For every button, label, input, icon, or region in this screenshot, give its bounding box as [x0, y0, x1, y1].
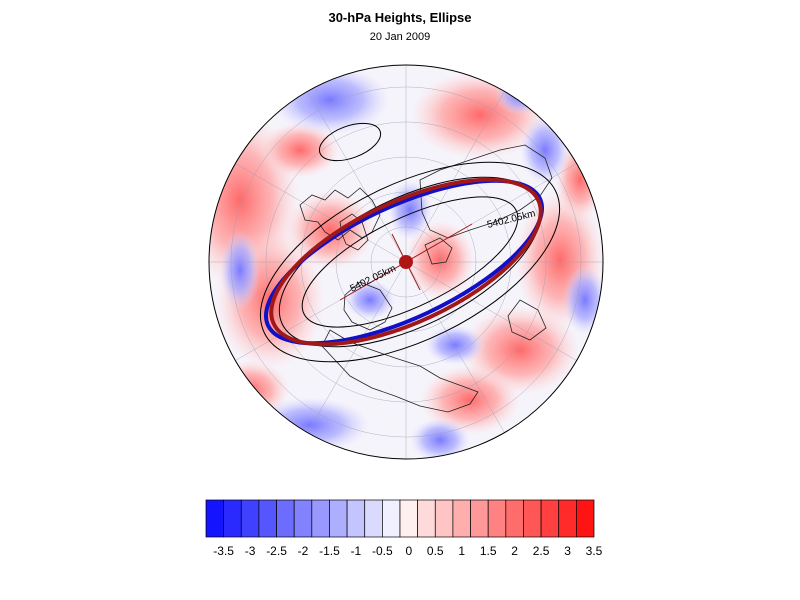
- positive-anomaly-region: [405, 220, 475, 300]
- colorbar-swatch: [205, 499, 224, 538]
- colorbar-swatch: [382, 499, 401, 538]
- observed-vortex-contour: [264, 178, 544, 346]
- colorbar-swatch: [452, 499, 471, 538]
- colorbar-tick-label: -0.5: [372, 544, 393, 558]
- contour-outer: [259, 161, 561, 363]
- map-date: 20 Jan 2009: [369, 31, 431, 43]
- positive-anomaly-region: [285, 190, 375, 270]
- colorbar-tick-label: 3.5: [586, 544, 603, 558]
- coast-europe: [299, 187, 381, 241]
- fitted-ellipse: [269, 177, 543, 347]
- colorbar-swatch: [293, 499, 313, 538]
- contour-small-north: [318, 122, 382, 162]
- colorbar-tick-label: 3: [564, 544, 571, 558]
- colorbar-swatch: [258, 499, 277, 538]
- colorbar-swatch: [434, 499, 454, 538]
- colorbar-swatch: [540, 499, 560, 538]
- colorbar-swatch: [558, 499, 577, 538]
- globe-outline: [208, 64, 604, 460]
- colorbar-swatch: [329, 499, 348, 538]
- coast-north-america: [321, 329, 479, 413]
- colorbar-tick-label: -1: [351, 544, 362, 558]
- colorbar-swatch: [364, 499, 383, 538]
- vortex-center-marker: [399, 255, 413, 269]
- colorbar-swatch: [417, 499, 436, 538]
- colorbar-tick-label: 2: [511, 544, 518, 558]
- colorbar-tick-label: 0.5: [427, 544, 444, 558]
- positive-anomaly-region: [420, 365, 520, 435]
- colorbar-swatch: [470, 499, 489, 538]
- colorbar-swatch: [487, 499, 507, 538]
- positive-anomaly-region: [260, 122, 340, 178]
- colorbar-swatch: [311, 499, 330, 538]
- negative-anomaly-region: [425, 325, 485, 365]
- coast-scandinavia: [339, 213, 369, 251]
- colorbar-swatch: [240, 499, 260, 538]
- colorbar-swatch: [576, 499, 595, 538]
- colorbar-tick-label: -2: [298, 544, 309, 558]
- colorbar-swatch: [399, 499, 418, 538]
- coast-alaska: [507, 299, 547, 341]
- colorbar-tick-label: -1.5: [319, 544, 340, 558]
- map-title: 30-hPa Heights, Ellipse: [328, 10, 472, 25]
- colorbar-swatch: [505, 499, 524, 538]
- colorbar-swatch: [223, 499, 242, 538]
- colorbar-tick-label: -3: [245, 544, 256, 558]
- negative-anomaly-region: [220, 230, 260, 310]
- colorbar-tick-label: -3.5: [213, 544, 234, 558]
- contour-inner: [301, 196, 519, 328]
- colorbar-swatch: [276, 499, 295, 538]
- coast-arctic-islands: [424, 237, 453, 265]
- colorbar-tick-label: -2.5: [266, 544, 287, 558]
- negative-anomaly-region: [410, 418, 470, 459]
- colorbar-tick-label: 1.5: [480, 544, 497, 558]
- colorbar-tick-label: 1: [458, 544, 465, 558]
- colorbar-tick-label: 2.5: [533, 544, 550, 558]
- colorbar-swatch: [523, 499, 542, 538]
- colorbar-tick-label: 0: [405, 544, 412, 558]
- colorbar-swatch: [346, 499, 366, 538]
